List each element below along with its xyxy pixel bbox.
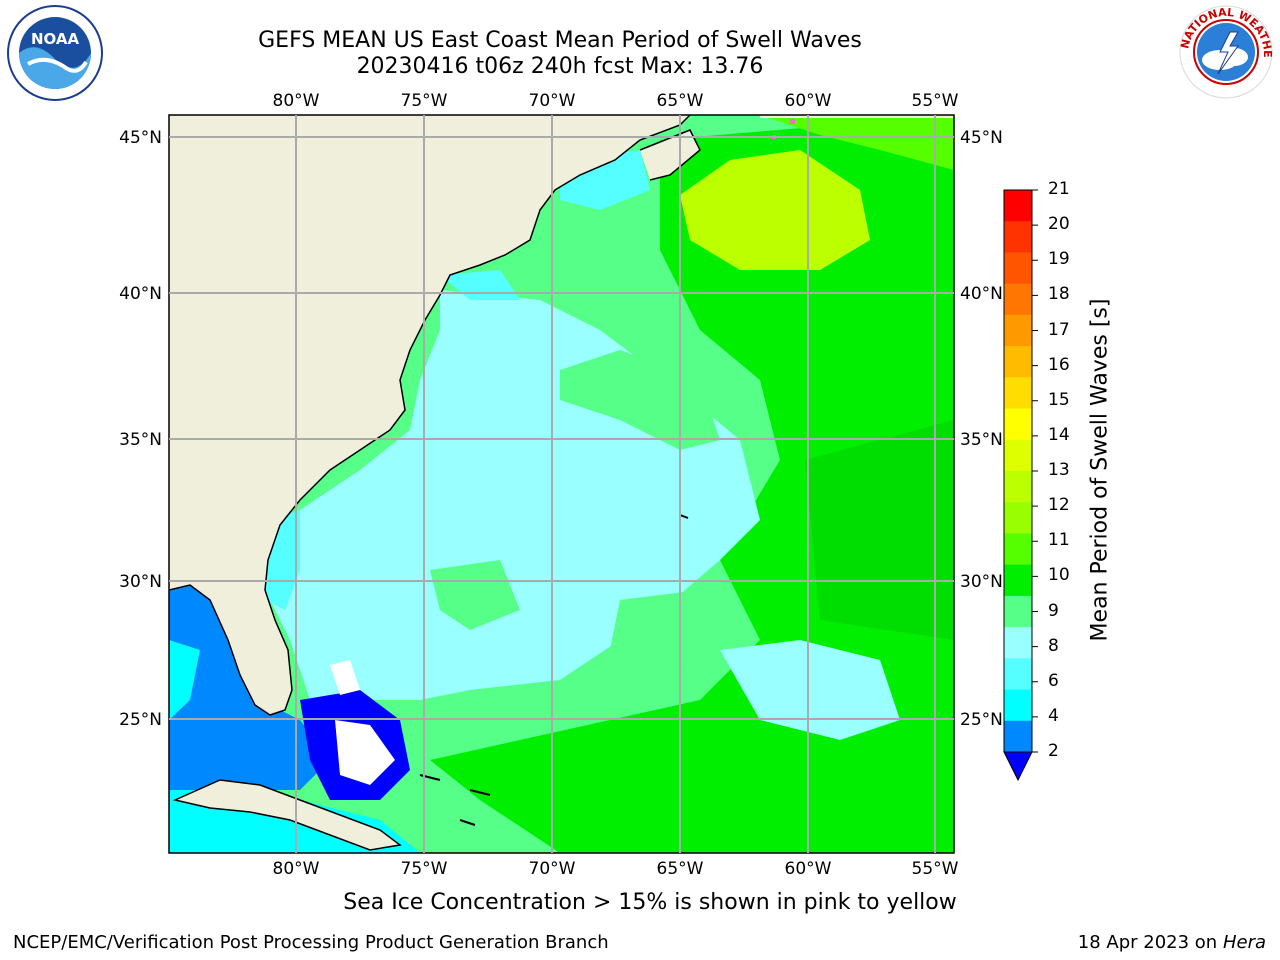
colorbar-segment bbox=[1004, 252, 1032, 285]
footer-date: 18 Apr 2023 on Hera bbox=[1078, 932, 1266, 953]
colorbar-tick-label: 2 bbox=[1048, 741, 1059, 761]
lon-label: 80°W bbox=[273, 91, 320, 111]
colorbar-segment bbox=[1004, 720, 1032, 753]
colorbar-tick-label: 13 bbox=[1048, 460, 1070, 480]
lat-label: 35°N bbox=[960, 430, 1003, 450]
lon-label: 75°W bbox=[401, 91, 448, 111]
lat-label: 25°N bbox=[960, 710, 1003, 730]
lon-label: 55°W bbox=[912, 91, 959, 111]
colorbar-extension bbox=[1003, 751, 1033, 782]
swell-zone-11s-east bbox=[805, 420, 954, 640]
map-area bbox=[169, 115, 954, 853]
colorbar-tick-label: 8 bbox=[1048, 635, 1059, 656]
lat-labels-left: 45°N 40°N 35°N 30°N 25°N bbox=[119, 128, 162, 730]
colorbar-tick-label: 20 bbox=[1048, 214, 1070, 235]
chart-title: GEFS MEAN US East Coast Mean Period of S… bbox=[258, 28, 862, 53]
lat-label: 40°N bbox=[960, 284, 1003, 304]
lon-label: 55°W bbox=[912, 859, 959, 879]
colorbar-segment bbox=[1004, 564, 1032, 597]
colorbar-tick-label: 17 bbox=[1048, 319, 1070, 340]
colorbar-tick-label: 16 bbox=[1048, 354, 1070, 375]
colorbar-tick-label: 11 bbox=[1048, 530, 1070, 551]
footer-date-text: 18 Apr 2023 on bbox=[1077, 932, 1218, 953]
colorbar-segment bbox=[1004, 346, 1032, 378]
lon-label: 60°W bbox=[785, 91, 832, 111]
nws-logo: NATIONAL WEATHER SERVICE bbox=[1176, 2, 1274, 99]
bahamas-bank-nodata bbox=[335, 720, 395, 785]
lon-label: 70°W bbox=[529, 91, 576, 111]
colorbar-segment bbox=[1004, 439, 1032, 472]
lon-label: 80°W bbox=[273, 859, 320, 879]
chart-subtitle: 20230416 t06z 240h fcst Max: 13.76 bbox=[356, 54, 764, 79]
lat-label: 30°N bbox=[960, 572, 1003, 592]
colorbar-tick-label: 19 bbox=[1048, 249, 1070, 270]
colorbar-tick-label: 21 bbox=[1048, 179, 1070, 199]
colorbar-tick-label: 12 bbox=[1048, 495, 1070, 516]
colorbar-segment bbox=[1004, 408, 1032, 441]
lon-label: 60°W bbox=[785, 859, 832, 879]
footer-credit: NCEP/EMC/Verification Post Processing Pr… bbox=[13, 932, 609, 953]
swell-zone-12s bbox=[680, 150, 870, 270]
graticule bbox=[169, 115, 954, 853]
colorbar bbox=[1003, 189, 1038, 782]
colorbar-tick-label: 15 bbox=[1048, 389, 1070, 410]
colorbar-segment bbox=[1004, 283, 1032, 316]
swell-zone-9s-east bbox=[720, 640, 900, 740]
colorbar-segment bbox=[1004, 190, 1032, 222]
lat-labels-right: 45°N 40°N 35°N 30°N 25°N bbox=[960, 128, 1003, 730]
colorbar-segment bbox=[1004, 658, 1032, 691]
sea-ice-marker bbox=[790, 119, 795, 124]
colorbar-tick-label: 14 bbox=[1048, 424, 1070, 445]
colorbar-tick-label: 10 bbox=[1048, 565, 1070, 586]
noaa-logo-text: NOAA bbox=[31, 30, 80, 48]
colorbar-segment bbox=[1004, 595, 1032, 628]
colorbar-segment bbox=[1004, 502, 1032, 534]
nova-scotia-land bbox=[640, 130, 700, 180]
lat-label: 40°N bbox=[119, 284, 162, 304]
cuba-land bbox=[172, 779, 402, 851]
colorbar-segment bbox=[1004, 221, 1032, 253]
lon-labels-bottom: 80°W 75°W 70°W 65°W 60°W 55°W bbox=[273, 859, 959, 879]
lat-label: 45°N bbox=[119, 128, 162, 148]
colorbar-segment bbox=[1004, 377, 1032, 410]
lon-label: 75°W bbox=[401, 859, 448, 879]
lon-label: 70°W bbox=[529, 859, 576, 879]
lat-label: 35°N bbox=[119, 430, 162, 450]
colorbar-tick-label: 6 bbox=[1048, 670, 1059, 691]
colorbar-tick-label: 18 bbox=[1048, 284, 1070, 305]
lat-label: 30°N bbox=[119, 572, 162, 592]
north-america-land bbox=[169, 115, 690, 715]
colorbar-segment bbox=[1004, 689, 1032, 722]
colorbar-tick-label: 9 bbox=[1048, 600, 1059, 621]
lat-label: 45°N bbox=[960, 128, 1003, 148]
colorbar-title: Mean Period of Swell Waves [s] bbox=[1087, 298, 1113, 642]
colorbar-segment bbox=[1004, 533, 1032, 566]
colorbar-tick-label: 4 bbox=[1048, 705, 1059, 726]
lon-label: 65°W bbox=[657, 91, 704, 111]
colorbar-segment bbox=[1004, 627, 1032, 659]
lat-label: 25°N bbox=[119, 710, 162, 730]
lon-labels-top: 80°W 75°W 70°W 65°W 60°W 55°W bbox=[273, 91, 959, 111]
noaa-logo: NOAA bbox=[7, 5, 103, 101]
footer-host: Hera bbox=[1222, 932, 1266, 953]
sea-ice-note: Sea Ice Concentration > 15% is shown in … bbox=[343, 890, 957, 915]
lon-label: 65°W bbox=[657, 859, 704, 879]
colorbar-segment bbox=[1004, 471, 1032, 503]
colorbar-segment bbox=[1004, 314, 1032, 347]
map-frame bbox=[168, 114, 955, 854]
